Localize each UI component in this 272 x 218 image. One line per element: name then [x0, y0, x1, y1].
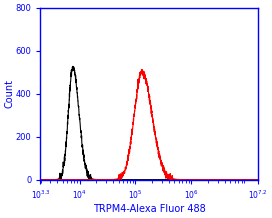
X-axis label: TRPM4-Alexa Fluor 488: TRPM4-Alexa Fluor 488 [93, 204, 206, 214]
Y-axis label: Count: Count [4, 79, 14, 108]
